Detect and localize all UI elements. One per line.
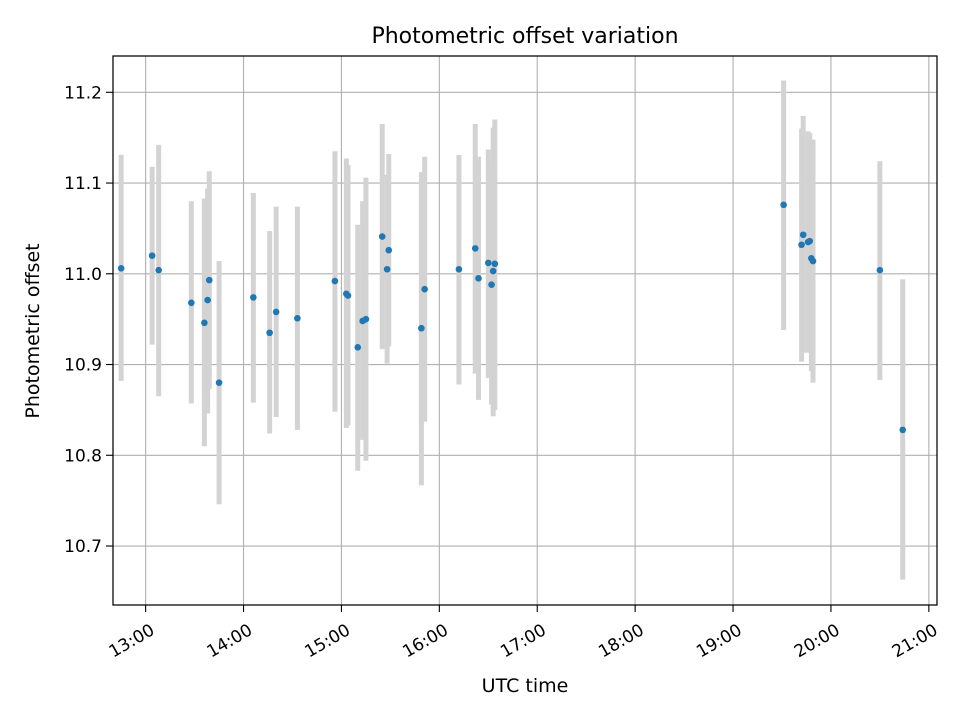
data-points [117, 201, 907, 434]
data-point [385, 246, 393, 254]
x-tick-label: 15:00 [302, 620, 354, 662]
data-point [201, 319, 208, 327]
x-axis-ticks: 13:00 14:00 15:00 16:00 17:00 18:00 19:00 20:00… [106, 605, 941, 662]
data-point [354, 343, 362, 351]
data-point [798, 241, 805, 249]
data-point [188, 299, 195, 307]
data-point [488, 281, 495, 288]
y-axis-ticks: 10.7 10.8 10.9 11.0 11.1 11.2 [64, 83, 113, 557]
data-point [475, 275, 482, 282]
y-axis-label: Photometric offset [22, 243, 44, 418]
data-point [215, 379, 223, 386]
data-point [780, 201, 787, 209]
data-point [876, 266, 884, 274]
data-point [250, 294, 257, 301]
data-point [421, 285, 428, 293]
data-point [484, 259, 492, 267]
data-point [899, 426, 907, 434]
y-tick-label: 10.9 [64, 356, 102, 376]
data-point [455, 265, 463, 273]
y-tick-label: 11.2 [64, 83, 102, 103]
data-point [272, 308, 280, 316]
x-tick-label: 13:00 [106, 620, 158, 662]
data-point [117, 265, 125, 272]
y-tick-label: 11.0 [64, 265, 102, 285]
x-tick-label: 20:00 [791, 620, 843, 662]
x-tick-label: 16:00 [399, 620, 451, 662]
data-point [799, 231, 807, 239]
data-point [205, 276, 213, 284]
data-point [378, 233, 386, 240]
data-point [344, 292, 352, 299]
plot-frame [112, 55, 938, 606]
x-tick-label: 17:00 [497, 620, 549, 662]
data-point [806, 237, 814, 245]
data-point [155, 266, 162, 274]
x-tick-label: 21:00 [889, 620, 941, 662]
data-point [294, 314, 301, 322]
data-point [809, 257, 817, 265]
error-bars [118, 80, 906, 580]
data-point [383, 265, 391, 273]
data-point [148, 252, 156, 259]
y-tick-label: 10.7 [64, 537, 102, 557]
data-point [471, 245, 479, 252]
y-tick-label: 11.1 [64, 174, 102, 194]
x-tick-label: 19:00 [693, 620, 745, 662]
y-tick-label: 10.8 [64, 446, 102, 466]
data-point [204, 296, 211, 304]
data-point [331, 277, 339, 285]
data-point [266, 329, 273, 337]
data-point [491, 260, 499, 268]
chart-title: Photometric offset variation [371, 24, 678, 49]
x-axis-label: UTC time [482, 675, 569, 697]
x-tick-label: 18:00 [595, 620, 647, 662]
data-point [418, 324, 425, 332]
data-point [362, 315, 370, 323]
data-point [489, 267, 497, 275]
x-tick-label: 14:00 [204, 620, 256, 662]
